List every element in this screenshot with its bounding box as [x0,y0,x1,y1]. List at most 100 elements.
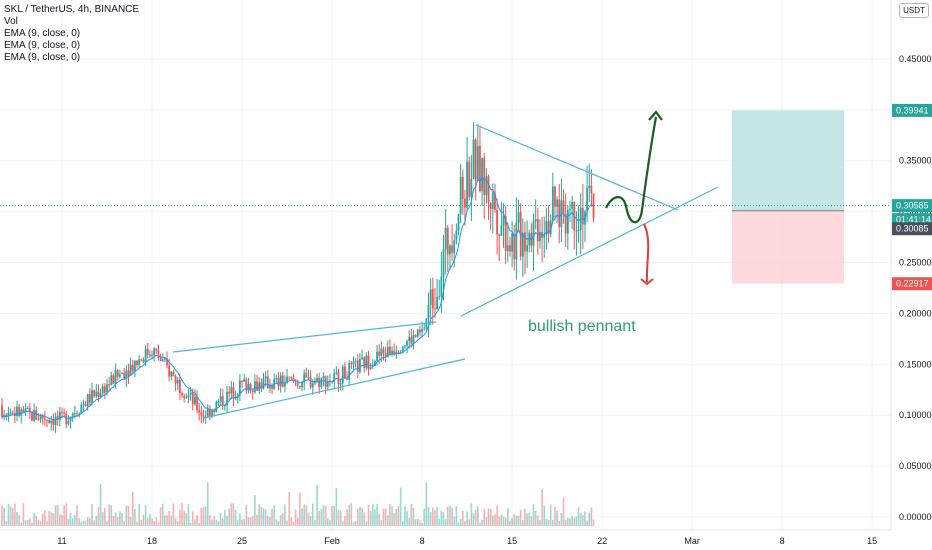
candle-body [67,420,70,425]
volume-bar [296,517,299,526]
candle-body [108,384,111,386]
candle-body [307,377,310,379]
volume-bar [108,504,110,526]
volume-bar [374,509,376,526]
candle-body [479,145,481,192]
candle-body [528,232,531,246]
volume-bar [314,520,316,526]
candle-body [472,139,475,179]
candle-body [58,411,61,420]
candle-body [464,198,466,208]
candle-body [236,394,239,397]
volume-bar [215,519,218,526]
volume-bar [440,510,443,526]
candle-body [397,352,400,354]
volume-bar [416,518,419,526]
volume-bar [104,508,106,526]
price-tag-label: 0.30085 [896,224,929,234]
volume-bar [299,492,301,526]
candle-body [566,209,569,234]
candle-body [138,359,141,366]
candle-body [281,375,284,387]
volume-bar [273,505,275,526]
ema-legend-2[interactable]: EMA (9, close, 0) [4,40,81,51]
volume-bar [239,513,241,526]
ema-legend-1[interactable]: EMA (9, close, 0) [4,28,81,39]
candle-body [73,413,76,415]
candles [1,121,595,433]
candle-body [410,336,413,344]
volume-bar [56,504,59,526]
candle-body [241,380,243,382]
candle-body [427,304,430,319]
volume-bar [149,513,151,526]
candle-body [556,199,559,207]
volume-bar [363,512,366,526]
bearish-arrow-path [643,223,650,283]
volume-bar [526,513,528,526]
volume-bar [217,521,220,526]
price-tag-bg [892,103,932,117]
volume-bar [114,512,117,526]
volume-bar [592,519,595,526]
ema-legend-3[interactable]: EMA (9, close, 0) [4,52,81,63]
volume-bar [26,519,29,526]
volume-bar [341,521,344,526]
candle-body [309,377,312,388]
candle-body [5,414,8,417]
time-axis[interactable]: 11 18 25 Feb 8 15 22 Mar 8 15 [57,536,877,546]
symbol-title[interactable]: SKL / TetherUS, 4h, BINANCE [4,4,140,15]
candle-body [299,385,301,388]
candle-body [161,359,164,361]
volume-bar [161,503,164,526]
volume-bar [232,503,235,526]
candle-body [112,375,115,384]
candle-body [198,410,201,413]
volume-legend[interactable]: Vol [4,16,18,27]
volume-bar [44,510,46,526]
candle-body [476,145,479,181]
volume-bar [46,521,48,526]
volume-bar [303,504,305,526]
candle-body [545,221,548,235]
volume-bar [260,506,263,526]
volume-bar [339,510,342,526]
currency-button[interactable]: USDT [899,3,929,18]
channel-lower-line [203,358,466,419]
bullish-pennant-label[interactable]: bullish pennant [528,318,636,335]
candle-body [577,230,580,232]
candle-body [50,420,53,424]
candle-body [483,157,486,196]
candle-body [341,366,344,384]
volume-bar [121,513,123,526]
volume-bar [404,505,406,526]
volume-bar [431,507,434,526]
volume-bar [444,519,447,526]
volume-bar [588,512,591,526]
volume-bar [359,506,361,526]
candle-body [31,411,33,421]
scenario-arrows[interactable] [605,110,663,286]
entry-price-tag: 0.30085 [892,222,932,236]
volume-bar [329,520,331,526]
volume-bar [492,515,494,526]
candle-body [65,413,68,425]
candle-body [286,376,288,383]
candle-body [69,416,72,421]
candle-body [485,176,488,196]
candle-body [551,186,554,221]
volume-bar [365,521,368,526]
candle-body [118,374,121,377]
candle-body [487,176,490,203]
candle-body [82,404,85,406]
volume-bar [230,503,233,526]
candle-body [238,380,241,395]
candle-body [581,207,584,225]
volume-bar [116,516,119,526]
candle-body [382,348,385,354]
candle-body [421,329,423,333]
candle-body [526,245,529,252]
volume-bar [59,514,61,526]
volume-bar [350,503,353,526]
